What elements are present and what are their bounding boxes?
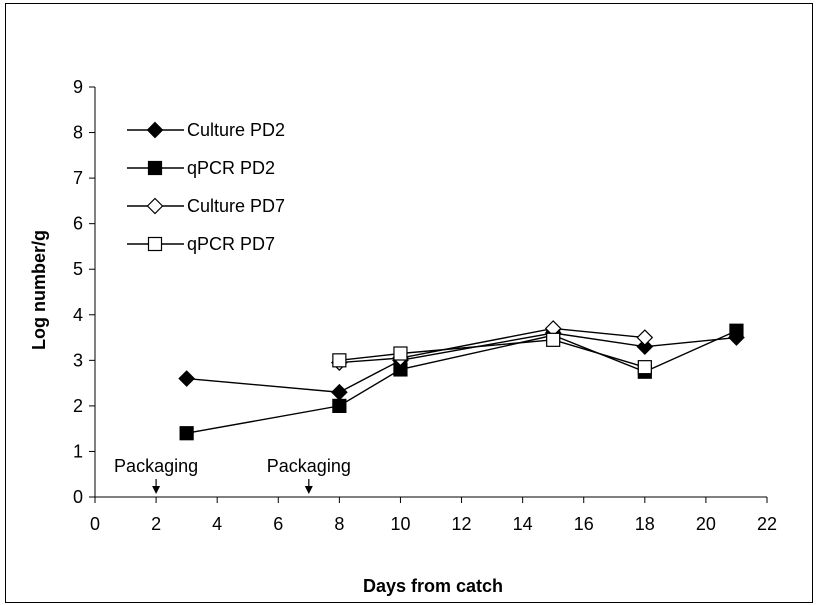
y-tick-label: 7 [73,168,83,188]
data-point [636,329,654,346]
legend-item: Culture PD2 [127,120,285,140]
y-axis-title: Log number/g [29,230,49,350]
data-point [546,332,561,347]
series-line [186,332,737,393]
annotation-arrow-head [152,486,161,494]
data-point [179,426,194,441]
x-axis-title: Days from catch [363,576,503,596]
data-point [332,353,347,368]
x-tick-label: 16 [574,514,594,534]
x-tick-label: 18 [635,514,655,534]
annotations: Packaging Packaging [114,456,351,494]
x-tick-label: 22 [757,514,777,534]
data-point [636,338,654,356]
data-point [637,360,652,375]
legend-marker [146,197,164,215]
legend-marker [147,236,163,252]
series-4 [332,332,652,375]
data-point [729,323,744,338]
legend: Culture PD2 qPCR PD2 Culture PD7 qPCR PD7 [127,120,285,254]
y-tick-label: 6 [73,214,83,234]
series-line [339,327,645,364]
annotation-label: Packaging [114,456,198,476]
data-point [331,383,348,401]
x-tick-label: 14 [513,514,533,534]
legend-marker [147,160,163,176]
axes [94,87,767,498]
y-tick-label: 2 [73,396,83,416]
x-tick-label: 4 [212,514,222,534]
data-point [332,398,347,413]
legend-marker [146,121,164,139]
y-tick-label: 0 [73,487,83,507]
x-tick-label: 0 [90,514,100,534]
data-point [178,370,195,387]
x-tick-label: 10 [390,514,410,534]
y-ticks: 0 1 2 3 4 5 6 7 8 9 [73,77,95,507]
series-layer [178,320,745,441]
chart-frame [5,3,813,603]
data-point [393,346,408,361]
x-tick-label: 8 [334,514,344,534]
y-tick-label: 9 [73,77,83,97]
annotation-arrow-head [304,486,313,494]
annotation-label: Packaging [267,456,351,476]
x-tick-label: 6 [273,514,283,534]
x-tick-label: 20 [696,514,716,534]
series-line [339,339,646,368]
x-tick-label: 12 [452,514,472,534]
series-line [186,330,737,434]
series-1 [178,324,745,401]
y-tick-label: 5 [73,259,83,279]
y-tick-label: 4 [73,305,83,325]
legend-item: qPCR PD7 [127,234,275,254]
legend-label: Culture PD7 [187,196,285,216]
legend-label: qPCR PD2 [187,158,275,178]
series-2 [179,323,744,441]
legend-label: qPCR PD7 [187,234,275,254]
legend-item: qPCR PD2 [127,158,275,178]
y-tick-label: 8 [73,123,83,143]
legend-label: Culture PD2 [187,120,285,140]
y-tick-label: 3 [73,350,83,370]
y-tick-label: 1 [73,441,83,461]
x-ticks: 0 2 4 6 8 10 12 14 16 18 20 22 [90,497,777,534]
x-tick-label: 2 [151,514,161,534]
legend-item: Culture PD7 [127,196,285,216]
